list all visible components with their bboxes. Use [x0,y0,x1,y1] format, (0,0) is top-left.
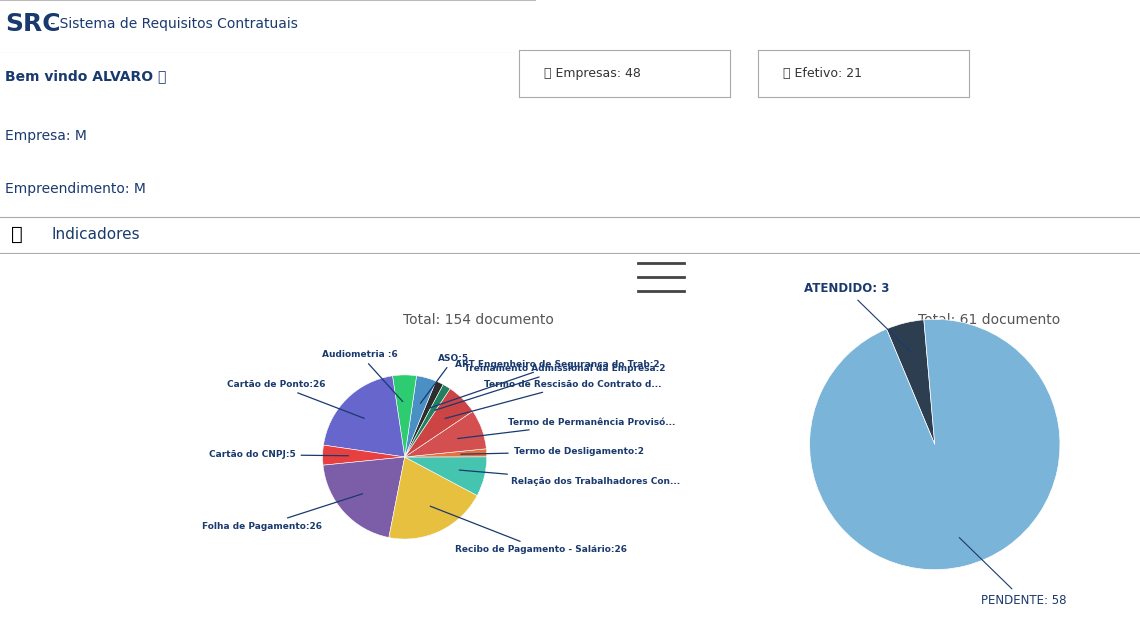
Text: Recibo de Pagamento - Salário:26: Recibo de Pagamento - Salário:26 [430,506,627,554]
Wedge shape [405,389,473,457]
Text: Total: 154 documento: Total: 154 documento [404,312,554,327]
Text: Termo de Permanência Provisó...: Termo de Permanência Provisó... [457,418,675,439]
Text: 📈: 📈 [11,225,23,244]
Text: Bem vindo ALVARO 🔑: Bem vindo ALVARO 🔑 [6,69,166,83]
Wedge shape [405,376,435,457]
Wedge shape [323,457,405,538]
Text: - Sistema de Requisitos Contratuais: - Sistema de Requisitos Contratuais [46,17,298,31]
Text: Cartão de Ponto:26: Cartão de Ponto:26 [227,380,365,418]
Wedge shape [324,376,405,457]
Wedge shape [323,445,405,465]
Wedge shape [887,320,935,444]
Text: Empresa: M: Empresa: M [6,129,88,143]
Wedge shape [405,381,443,457]
Wedge shape [389,457,478,539]
Text: SRC: SRC [6,12,60,36]
Text: ATENDIDO: 3: ATENDIDO: 3 [804,282,911,351]
Text: 📋 Empresas: 48: 📋 Empresas: 48 [544,67,641,80]
Wedge shape [405,449,487,457]
Text: Indicadores: Indicadores [51,227,140,242]
Text: Folha de Pagamento:26: Folha de Pagamento:26 [202,494,363,531]
Text: Treinamento Admissional da Empresa:2: Treinamento Admissional da Empresa:2 [434,364,666,410]
Text: ASO:5: ASO:5 [421,354,470,403]
Text: Termo de Rescisão do Contrato d...: Termo de Rescisão do Contrato d... [445,380,661,418]
Text: Relação dos Trabalhadores Con...: Relação dos Trabalhadores Con... [459,470,679,486]
Text: Termo de Desligamento:2: Termo de Desligamento:2 [461,447,644,456]
Wedge shape [405,457,487,496]
Wedge shape [392,375,416,457]
Wedge shape [809,319,1060,570]
Text: 📋 Efetivo: 21: 📋 Efetivo: 21 [783,67,862,80]
Text: Empreendimento: M: Empreendimento: M [6,182,146,197]
Text: Total: 61 documento: Total: 61 documento [918,312,1060,327]
Text: Audiometria :6: Audiometria :6 [323,350,402,401]
Wedge shape [405,411,487,457]
Wedge shape [405,384,450,457]
Text: Cartão do CNPJ:5: Cartão do CNPJ:5 [209,450,349,459]
Text: ART Engenheiro de Segurança do Trab:2: ART Engenheiro de Segurança do Trab:2 [430,359,660,408]
Text: PENDENTE: 58: PENDENTE: 58 [959,538,1066,607]
